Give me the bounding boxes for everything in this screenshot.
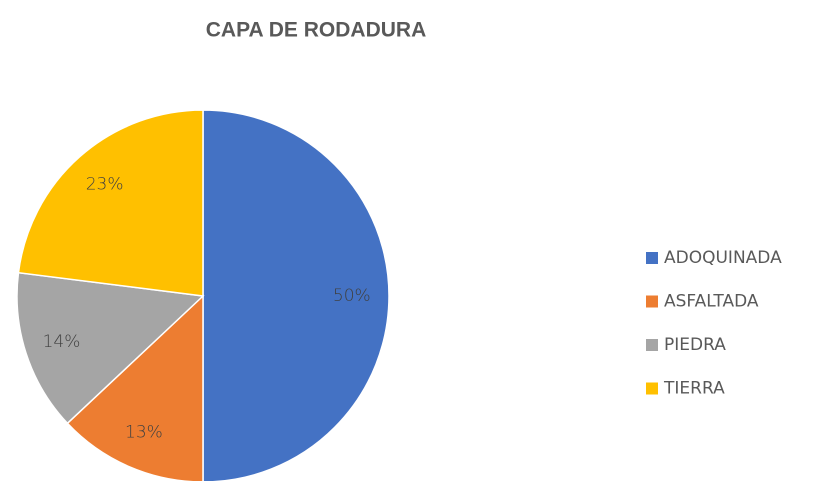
legend-label: PIEDRA: [664, 335, 726, 355]
legend-swatch: [646, 252, 658, 264]
data-label: 14%: [43, 332, 81, 352]
pie-slice: [66, 294, 204, 481]
legend-swatch: [646, 382, 658, 395]
data-label: 50%: [333, 286, 371, 306]
legend-label: ADOQUINADA: [664, 248, 782, 268]
pie-slice: [202, 109, 390, 481]
legend-swatch: [646, 339, 658, 351]
chart-title: CAPA DE RODADURA: [206, 19, 427, 42]
legend-label: TIERRA: [663, 379, 725, 399]
legend-label: ASFALTADA: [664, 292, 759, 312]
data-label: 13%: [125, 423, 163, 443]
data-label: 23%: [86, 174, 124, 194]
legend-swatch: [646, 295, 658, 308]
pie-slice: [16, 271, 205, 425]
pie-slice: [17, 109, 204, 297]
